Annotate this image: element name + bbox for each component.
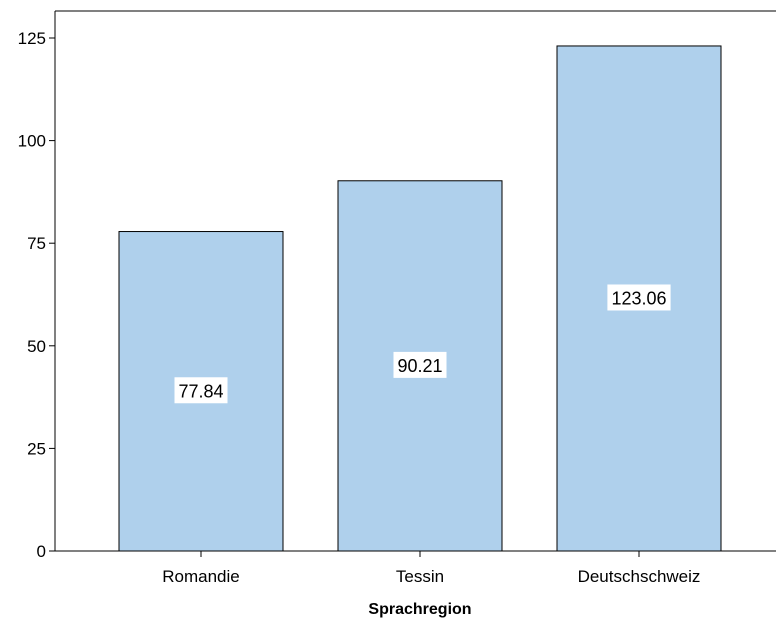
x-tick-label: Romandie [162, 567, 240, 586]
y-tick-label: 125 [18, 29, 46, 48]
y-tick-label: 75 [27, 234, 46, 253]
y-tick-label: 100 [18, 132, 46, 151]
y-axis: 0 25 50 75 100 125 [18, 29, 55, 561]
x-tick-label: Deutschschweiz [578, 567, 701, 586]
data-label: 123.06 [611, 288, 666, 308]
data-label-background [393, 351, 447, 378]
y-tick-label: 0 [37, 542, 46, 561]
data-label: 90.21 [397, 356, 442, 376]
bars: 77.84 90.21 123.06 [118, 45, 722, 552]
y-tick-label: 50 [27, 337, 46, 356]
x-axis: Romandie Tessin Deutschschweiz [162, 551, 700, 586]
data-label-background [607, 284, 671, 311]
data-label-background [174, 377, 228, 404]
bar-romandie [118, 231, 284, 552]
x-tick-label: Tessin [396, 567, 444, 586]
y-tick-label: 25 [27, 439, 46, 458]
x-axis-title: Sprachregion [368, 601, 471, 618]
data-label: 77.84 [178, 381, 223, 401]
